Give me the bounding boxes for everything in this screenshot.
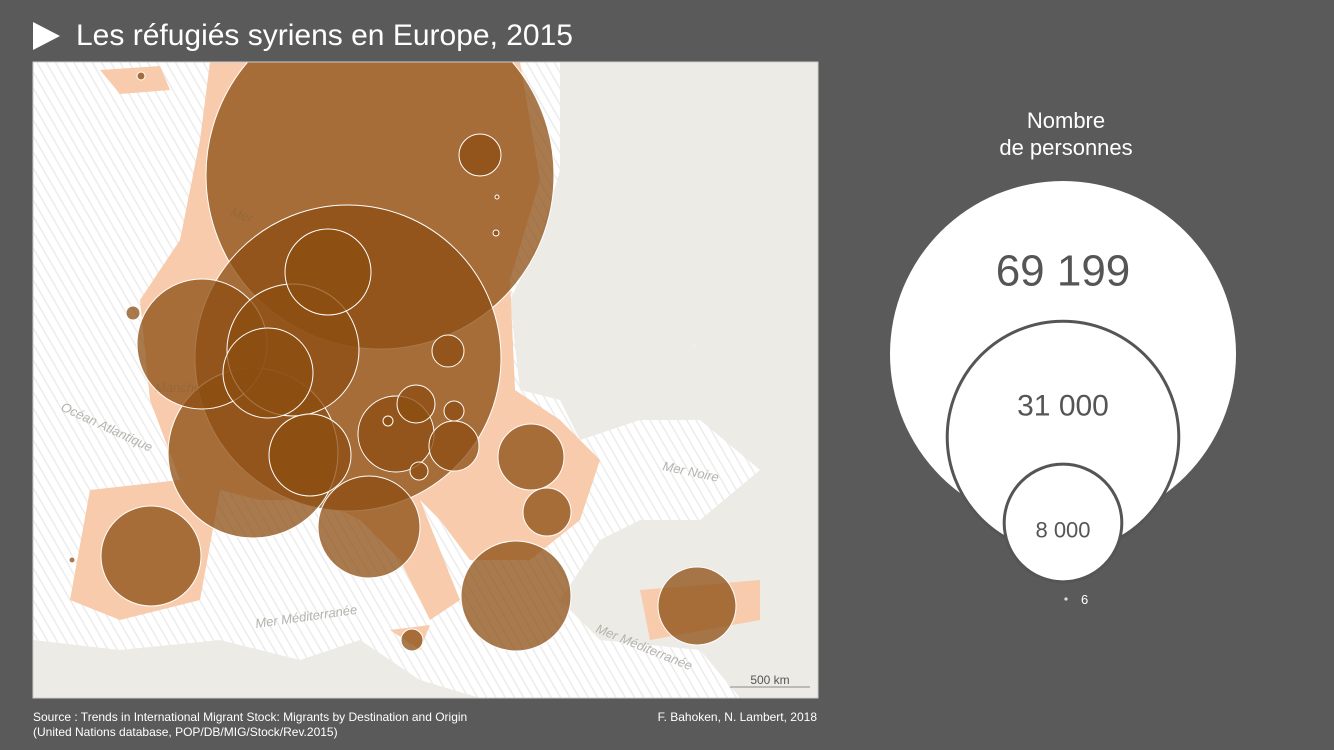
source: Source : Trends in International Migrant… bbox=[33, 710, 467, 724]
bubble bbox=[100, 505, 202, 607]
legend-label: 6 bbox=[1081, 592, 1088, 607]
bubble bbox=[460, 540, 572, 652]
bubble bbox=[400, 628, 424, 652]
bubble bbox=[284, 228, 372, 316]
land-iceland bbox=[100, 66, 170, 94]
legend-title: de personnes bbox=[999, 135, 1132, 160]
legend-circle bbox=[1002, 462, 1124, 584]
bubble bbox=[409, 461, 429, 481]
bubble bbox=[68, 556, 76, 564]
legend-label: 31 000 bbox=[1017, 390, 1109, 423]
bubble bbox=[497, 423, 565, 491]
bubble bbox=[692, 344, 696, 348]
bubble bbox=[458, 133, 502, 177]
bubble bbox=[494, 194, 500, 200]
scale-label: 500 km bbox=[750, 673, 789, 687]
bubble bbox=[428, 420, 480, 472]
bubble bbox=[492, 229, 500, 237]
title: Les réfugiés syriens en Europe, 2015 bbox=[76, 19, 573, 52]
legend-title: Nombre bbox=[1027, 108, 1105, 133]
bubble bbox=[443, 400, 465, 422]
bubble bbox=[396, 384, 436, 424]
bubble bbox=[268, 413, 352, 497]
bubble bbox=[136, 71, 146, 81]
map-frame bbox=[32, 61, 819, 699]
bubble bbox=[125, 305, 141, 321]
bubble bbox=[382, 415, 394, 427]
title-icon bbox=[33, 22, 60, 50]
source: (United Nations database, POP/DB/MIG/Sto… bbox=[33, 725, 338, 739]
land-africa bbox=[33, 640, 480, 698]
legend-circle bbox=[1064, 597, 1068, 601]
legend-label: 8 000 bbox=[1035, 518, 1090, 543]
bubble bbox=[522, 487, 572, 537]
bubble bbox=[657, 566, 737, 646]
bubble bbox=[317, 475, 421, 579]
land-east bbox=[510, 62, 818, 698]
legend: 69 199 31 000 8 000 6 bbox=[890, 181, 1236, 607]
bubble bbox=[431, 334, 465, 368]
bubble bbox=[222, 327, 314, 419]
map: Océan Atlantique Manche Mer Mer Noire Me… bbox=[33, 62, 818, 698]
bubbles bbox=[68, 62, 737, 652]
credit: F. Bahoken, N. Lambert, 2018 bbox=[658, 710, 818, 724]
legend-label: 69 199 bbox=[996, 246, 1131, 295]
